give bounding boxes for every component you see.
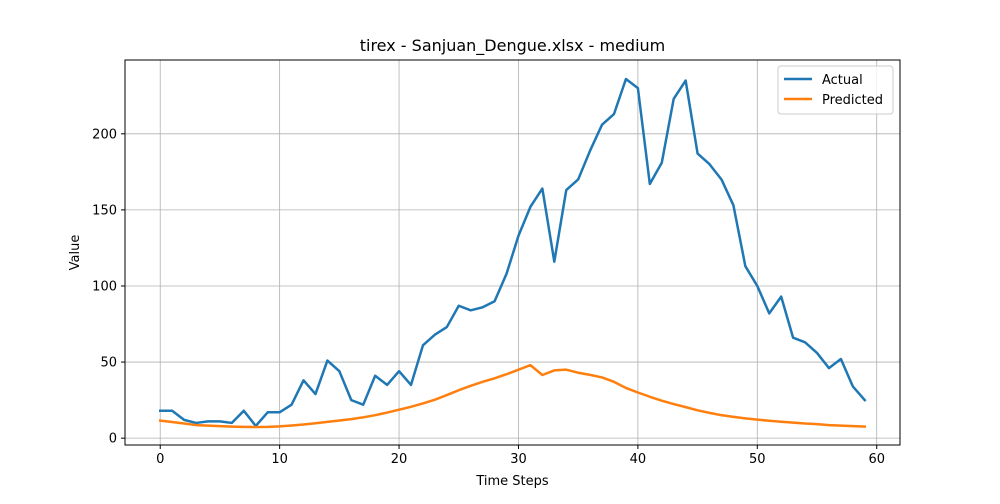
legend: Actual Predicted [777, 65, 894, 115]
x-tick-label: 10 [271, 452, 288, 467]
x-tick-label: 20 [391, 452, 408, 467]
y-tick-label: 50 [100, 356, 117, 371]
y-tick-label: 0 [109, 432, 117, 447]
chart-title: tirex - Sanjuan_Dengue.xlsx - medium [360, 36, 666, 56]
y-axis-label: Value [68, 235, 83, 271]
x-tick-label: 30 [510, 452, 527, 467]
y-tick-label: 150 [92, 203, 117, 218]
legend-label-actual: Actual [822, 73, 863, 88]
series-line-predicted [158, 363, 867, 429]
x-axis-label: Time Steps [475, 474, 549, 489]
series-line-actual [158, 77, 867, 428]
x-tick-label: 0 [156, 452, 164, 467]
x-tick-label: 60 [868, 452, 885, 467]
y-axis-ticks: 0 50 100 150 200 [92, 127, 125, 447]
legend-label-predicted: Predicted [822, 93, 883, 108]
series-lines [158, 77, 867, 429]
plot-area-frame [124, 59, 901, 446]
x-tick-label: 40 [630, 452, 647, 467]
y-tick-label: 200 [92, 127, 117, 142]
x-axis-ticks: 0 10 20 30 40 50 60 [156, 445, 885, 467]
grid-lines [125, 60, 900, 445]
x-tick-label: 50 [749, 452, 766, 467]
y-tick-label: 100 [92, 279, 117, 294]
